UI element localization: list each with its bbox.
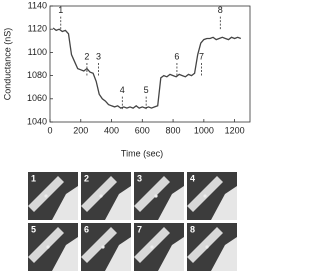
plot-frame: [49, 5, 251, 123]
panel-electrode: [52, 237, 78, 271]
annotation-label: 2: [84, 51, 89, 61]
panel-electrode: [105, 237, 131, 271]
panel-particle: [44, 194, 48, 198]
panel-particle: [46, 245, 50, 249]
x-tick-label: 1000: [194, 125, 214, 135]
panel-label: 7: [137, 224, 142, 234]
panel-particle: [101, 245, 105, 249]
panel-particle: [150, 245, 154, 249]
annotation-label: 7: [199, 51, 204, 61]
annotation-label: 6: [174, 51, 179, 61]
panel-electrode: [52, 186, 78, 220]
panel-electrode: [158, 186, 184, 220]
panel-label: 5: [31, 224, 36, 234]
y-axis-label: Conductance (nS): [2, 28, 12, 101]
x-axis-label: Time (sec): [121, 148, 163, 158]
x-tick-label: 0: [47, 125, 52, 135]
panel-electrode: [105, 186, 131, 220]
figure: Conductance (nS) Time (sec) 104010601080…: [2, 0, 251, 271]
y-tick-label: 1140: [28, 0, 47, 10]
y-tick-label: 1060: [27, 93, 47, 103]
panel-stripe: [28, 176, 64, 212]
panel-electrode: [211, 237, 237, 271]
panel-label: 8: [190, 224, 195, 234]
panel-stripe: [81, 227, 117, 263]
y-tick-label: 1120: [28, 24, 47, 34]
panel-stripe: [134, 227, 170, 263]
panel-stripe: [187, 227, 223, 263]
annotation-label: 8: [218, 5, 223, 15]
annotation-label: 3: [96, 51, 101, 61]
x-tick-label: 400: [104, 125, 119, 135]
panel-particle: [205, 245, 209, 249]
x-tick-label: 1200: [225, 125, 245, 135]
data-line: [52, 27, 242, 109]
panel-stripe: [187, 176, 223, 212]
panel-electrode: [158, 237, 184, 271]
panel-stripe: [28, 227, 64, 263]
y-tick-label: 1080: [27, 70, 47, 80]
x-tick-label: 200: [73, 125, 88, 135]
x-tick-label: 800: [166, 125, 181, 135]
panel-electrode: [211, 186, 237, 220]
panel-stripe: [81, 176, 117, 212]
annotation-label: 1: [58, 5, 63, 15]
panel-particle: [203, 194, 207, 198]
annotation-label: 5: [144, 85, 149, 95]
panel-label: 1: [31, 173, 36, 183]
annotation-label: 4: [120, 85, 125, 95]
panel-label: 2: [84, 173, 89, 183]
panel-label: 4: [190, 173, 195, 183]
panel-stripe: [134, 176, 170, 212]
y-tick-label: 1040: [27, 116, 47, 126]
panel-label: 6: [84, 224, 89, 234]
panel-label: 3: [137, 173, 142, 183]
x-tick-label: 600: [135, 125, 150, 135]
y-tick-label: 1100: [28, 47, 47, 57]
panel-particle: [154, 194, 158, 198]
panel-particle: [99, 194, 103, 198]
